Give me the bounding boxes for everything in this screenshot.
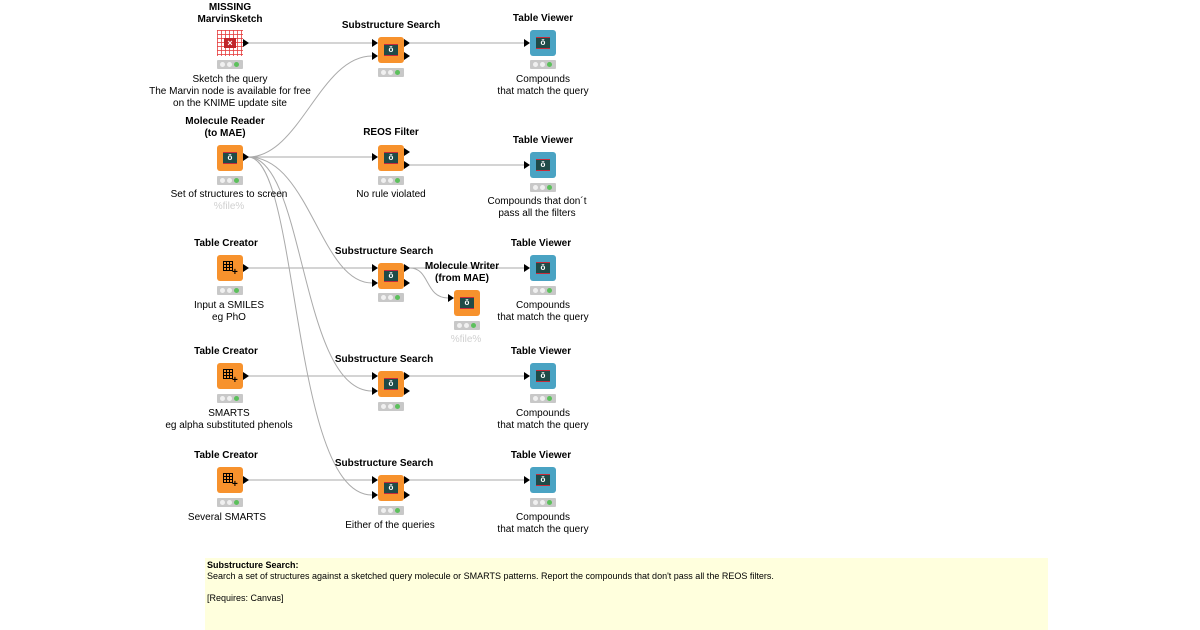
table-grid-icon (223, 473, 233, 483)
node-status-table-creator-3 (217, 498, 243, 507)
node-title-table-creator-2: Table Creator (194, 346, 258, 357)
node-desc-table-viewer-3: Compounds that match the query (497, 300, 589, 323)
node-substructure-search-3[interactable]: ŏ (378, 371, 404, 397)
node-table-viewer-1[interactable]: ŏ (530, 30, 556, 56)
node-table-creator-2[interactable]: + (217, 363, 243, 389)
annotation-body: Search a set of structures against a ske… (207, 571, 774, 581)
node-title-molecule-reader: Molecule Reader (to MAE) (185, 116, 265, 139)
missing-node-icon: × (224, 38, 236, 48)
annotation-requires: [Requires: Canvas] (207, 593, 284, 603)
node-molecule-reader[interactable]: ŏ (217, 145, 243, 171)
node-status-molecule-reader (217, 176, 243, 185)
node-status-table-creator-2 (217, 394, 243, 403)
node-title-table-viewer-4: Table Viewer (510, 346, 572, 357)
molecule-icon: ŏ (536, 159, 550, 171)
node-title-substructure-search-1: Substructure Search (341, 20, 441, 31)
node-desc-table-viewer-1: Compounds that match the query (497, 74, 589, 97)
node-file-molecule-reader: %file% (213, 201, 245, 212)
node-status-substructure-search-2 (378, 293, 404, 302)
molecule-icon: ŏ (536, 262, 550, 274)
node-title-substructure-search-4: Substructure Search (334, 458, 434, 469)
node-status-substructure-search-1 (378, 68, 404, 77)
table-grid-icon (223, 369, 233, 379)
node-desc-molecule-reader: Set of structures to screen (170, 189, 288, 200)
molecule-icon: ŏ (223, 152, 237, 164)
node-desc-table-creator-1: Input a SMILES eg PhO (193, 300, 265, 323)
node-desc-table-viewer-4: Compounds that match the query (497, 408, 589, 431)
node-status-substructure-search-3 (378, 402, 404, 411)
node-molecule-writer[interactable]: ŏ (454, 290, 480, 316)
node-status-table-viewer-1 (530, 60, 556, 69)
node-title-table-creator-3: Table Creator (194, 450, 258, 461)
node-desc-marvinsketch: Sketch the query The Marvin node is avail… (149, 74, 311, 109)
node-title-table-viewer-5: Table Viewer (510, 450, 572, 461)
node-table-viewer-2[interactable]: ŏ (530, 152, 556, 178)
node-file-molecule-writer: %file% (450, 334, 482, 345)
node-status-table-viewer-2 (530, 183, 556, 192)
node-substructure-search-4[interactable]: ŏ (378, 475, 404, 501)
node-table-creator-3[interactable]: + (217, 467, 243, 493)
node-title-table-viewer-2: Table Viewer (512, 135, 574, 146)
annotation-heading: Substructure Search: (207, 560, 299, 570)
node-title-table-viewer-1: Table Viewer (512, 13, 574, 24)
node-title-molecule-writer: Molecule Writer (from MAE) (424, 261, 500, 284)
node-title-table-creator-1: Table Creator (194, 238, 258, 249)
molecule-icon: ŏ (384, 270, 398, 282)
molecule-icon: ŏ (384, 378, 398, 390)
molecule-icon: ŏ (536, 370, 550, 382)
node-reos-filter[interactable]: ŏ (378, 145, 404, 171)
node-status-substructure-search-4 (378, 506, 404, 515)
node-title-reos-filter: REOS Filter (363, 127, 419, 138)
node-status-reos-filter (378, 176, 404, 185)
plus-icon: + (232, 479, 238, 490)
node-marvinsketch[interactable]: × (217, 30, 243, 56)
node-status-table-creator-1 (217, 286, 243, 295)
node-status-table-viewer-5 (530, 498, 556, 507)
node-title-marvinsketch: MISSING MarvinSketch (197, 2, 263, 25)
node-desc-table-creator-2: SMARTS eg alpha substituted phenols (165, 408, 293, 431)
node-desc-table-viewer-2: Compounds that don´t pass all the filters (487, 196, 587, 219)
table-grid-icon (223, 261, 233, 271)
plus-icon: + (232, 267, 238, 278)
molecule-icon: ŏ (384, 152, 398, 164)
molecule-icon: ŏ (460, 297, 474, 309)
node-table-viewer-5[interactable]: ŏ (530, 467, 556, 493)
node-status-table-viewer-4 (530, 394, 556, 403)
node-desc-table-viewer-5: Compounds that match the query (497, 512, 589, 535)
molecule-icon: ŏ (536, 37, 550, 49)
molecule-icon: ŏ (536, 474, 550, 486)
node-title-substructure-search-2: Substructure Search (334, 246, 434, 257)
node-substructure-search-1[interactable]: ŏ (378, 37, 404, 63)
node-status-marvinsketch (217, 60, 243, 69)
node-table-creator-1[interactable]: + (217, 255, 243, 281)
node-table-viewer-3[interactable]: ŏ (530, 255, 556, 281)
node-desc-reos-filter: No rule violated (356, 189, 426, 200)
node-substructure-search-2[interactable]: ŏ (378, 263, 404, 289)
plus-icon: + (232, 375, 238, 386)
node-table-viewer-4[interactable]: ŏ (530, 363, 556, 389)
node-title-substructure-search-3: Substructure Search (334, 354, 434, 365)
node-desc-substructure-search-4: Either of the queries (345, 520, 435, 531)
node-title-table-viewer-3: Table Viewer (510, 238, 572, 249)
node-desc-table-creator-3: Several SMARTS (187, 512, 267, 523)
molecule-icon: ŏ (384, 482, 398, 494)
workflow-annotation[interactable]: Substructure Search: Search a set of str… (205, 558, 1048, 630)
node-status-molecule-writer (454, 321, 480, 330)
molecule-icon: ŏ (384, 44, 398, 56)
node-status-table-viewer-3 (530, 286, 556, 295)
